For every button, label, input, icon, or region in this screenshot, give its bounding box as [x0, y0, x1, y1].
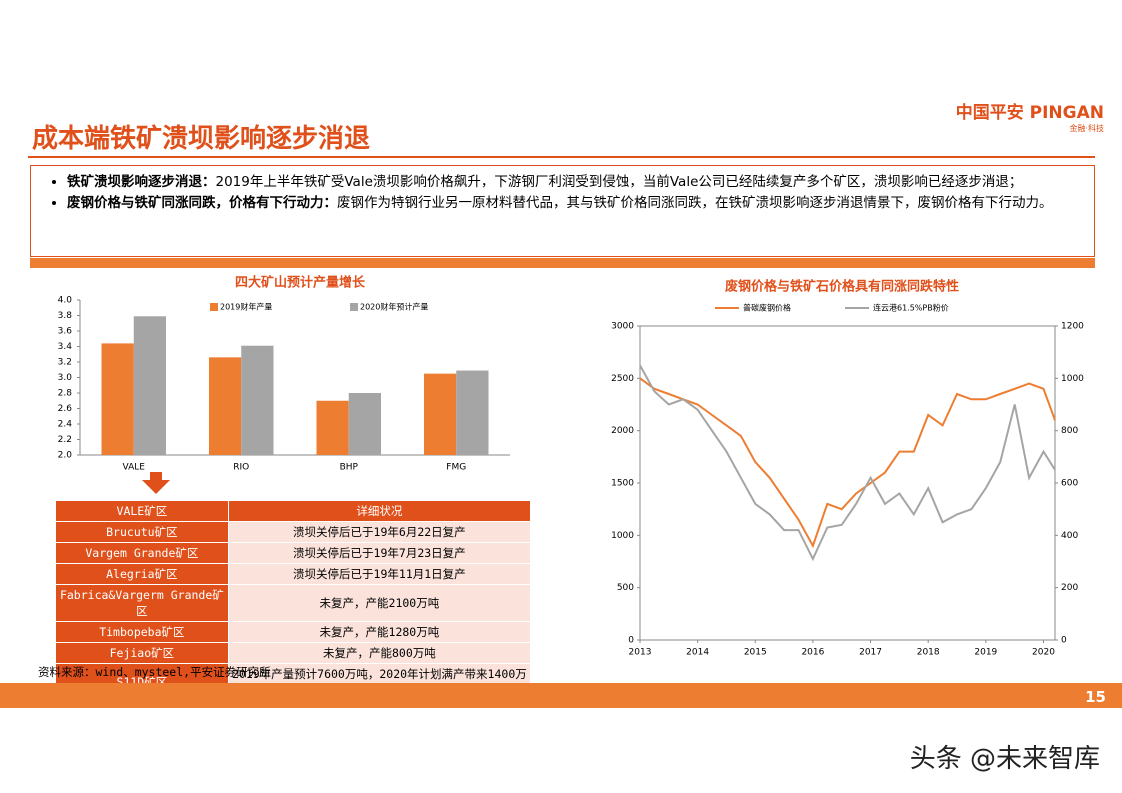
plot-frame [639, 325, 1056, 641]
line [639, 364, 1056, 562]
footer-band [0, 683, 1122, 708]
cell: 未复产，产能800万吨 [227, 642, 532, 664]
bar [241, 345, 274, 455]
y-tick-label: 3.4 [58, 342, 73, 352]
cell: Fabrica&Vargerm Grande矿区 [55, 584, 229, 622]
x-tick-label: 2020 [1032, 648, 1055, 658]
orange-band [30, 258, 1095, 268]
y-tick-label: 500 [617, 583, 634, 593]
header-row: VALE矿区 详细状况 [55, 500, 532, 522]
x-tick-label: BHP [340, 463, 359, 473]
y-tick-label: 2.4 [58, 420, 73, 430]
slide-title: 成本端铁矿溃坝影响逐步消退 [32, 124, 371, 154]
legend-label: 2020财年预计产量 [360, 302, 428, 312]
bullet-heading: 铁矿溃坝影响逐步消退： [67, 174, 216, 190]
title-underline [28, 156, 1095, 158]
y-tick-label: 4.0 [58, 296, 73, 306]
bar [316, 400, 349, 455]
row: Vargem Grande矿区 溃坝关停后已于19年7月23日复产 [55, 542, 532, 564]
cell: 溃坝关停后已于19年11月1日复产 [227, 563, 532, 585]
arrow [142, 472, 170, 494]
page-number: 15 [1085, 688, 1106, 706]
y-tick-label: 2.0 [58, 451, 73, 461]
y-tick-label: 2.8 [58, 389, 73, 399]
logo-name: 中国平安 PINGAN [955, 103, 1104, 123]
y-tick-label: 3.8 [58, 311, 73, 321]
header-cell: VALE矿区 [55, 500, 229, 522]
x-tick-label: 2013 [629, 648, 652, 658]
bullet-heading: 废钢价格与铁矿同涨同跌，价格有下行动力： [67, 195, 337, 211]
x-tick-label: VALE [123, 463, 146, 473]
bar [456, 370, 489, 455]
cell: Brucutu矿区 [55, 521, 229, 543]
logo: 中国平安 PINGAN 金融·科技 [956, 98, 1104, 134]
bullet-box: 铁矿溃坝影响逐步消退：2019年上半年铁矿受Vale溃坝影响价格飙升，下游钢厂利… [30, 165, 1095, 257]
y-tick-label: 3.2 [58, 358, 72, 368]
legend-label: 连云港61.5%PB粉价 [873, 303, 949, 313]
row: Brucutu矿区 溃坝关停后已于19年6月22日复产 [55, 521, 532, 543]
watermark: 头条 @未来智库 [909, 744, 1100, 774]
cell: 溃坝关停后已于19年6月22日复产 [227, 521, 532, 543]
y-tick-label: 2000 [611, 426, 634, 436]
y2-tick-label: 800 [1061, 426, 1078, 436]
cell: 未复产，产能1280万吨 [227, 621, 532, 643]
cell: 溃坝关停后已于19年7月23日复产 [227, 542, 532, 564]
source: 资料来源：wind、mysteel,平安证券研究所 [38, 665, 271, 679]
y-tick-label: 3.0 [58, 373, 73, 383]
row: Fejiao矿区 未复产，产能800万吨 [55, 642, 532, 664]
y2-tick-label: 400 [1061, 531, 1078, 541]
x-tick-label: RIO [233, 463, 249, 473]
cell: Timbopeba矿区 [55, 621, 229, 643]
header-cell: 详细状况 [227, 500, 532, 522]
x-tick-label: 2017 [859, 648, 882, 658]
chart-title: 废钢价格与铁矿石价格具有同涨同跌特性 [725, 279, 959, 295]
charts: 四大矿山预计产量增长 2.0 2.2 2.4 2.6 2.8 3.0 3.2 3.4 3.6 3.8… [58, 275, 1085, 658]
bullet-text: 2019年上半年铁矿受Vale溃坝影响价格飙升，下游钢厂利润受到侵蚀，当前Val… [215, 174, 1023, 190]
y-tick-label: 0 [628, 636, 634, 646]
y2-tick-label: 600 [1061, 479, 1078, 489]
y2-tick-label: 1000 [1061, 374, 1084, 384]
row: Timbopeba矿区 未复产，产能1280万吨 [55, 621, 532, 643]
legend-label: 2019财年产量 [220, 302, 272, 312]
x-tick-label: 2016 [801, 648, 824, 658]
y-tick-label: 3.6 [58, 327, 73, 337]
x-tick-label: 2018 [917, 648, 940, 658]
y-tick-label: 1000 [611, 531, 634, 541]
chart-title: 四大矿山预计产量增长 [235, 275, 366, 291]
bullet: 废钢价格与铁矿同涨同跌，价格有下行动力：废钢作为特钢行业另一原材料替代品，其与铁… [67, 193, 1080, 214]
x-tick-label: 2019 [974, 648, 997, 658]
x-tick-label: 2014 [686, 648, 709, 658]
y-tick-label: 1500 [611, 479, 634, 489]
y2-tick-label: 200 [1061, 583, 1078, 593]
y-tick-label: 2.2 [58, 435, 72, 445]
legend-swatch [210, 303, 218, 311]
x-tick-label: 2015 [744, 648, 767, 658]
row: Alegria矿区 溃坝关停后已于19年11月1日复产 [55, 563, 532, 585]
bar [209, 357, 242, 455]
legend-label: 普碳废钢价格 [743, 303, 791, 313]
bar [348, 393, 381, 455]
row: Fabrica&Vargerm Grande矿区 未复产，产能2100万吨 [55, 584, 532, 622]
cell: Alegria矿区 [55, 563, 229, 585]
y2-tick-label: 1200 [1061, 322, 1084, 332]
cell: Vargem Grande矿区 [55, 542, 229, 564]
line [639, 377, 1056, 549]
y-tick-label: 2500 [611, 374, 634, 384]
y-tick-label: 3000 [611, 322, 634, 332]
y2-tick-label: 0 [1061, 636, 1067, 646]
cell: Fejiao矿区 [55, 642, 229, 664]
legend-swatch [350, 303, 358, 311]
cell: 未复产，产能2100万吨 [227, 584, 532, 622]
bullet-text: 废钢作为特钢行业另一原材料替代品，其与铁矿价格同涨同跌，在铁矿溃坝影响逐步消退情… [337, 195, 1053, 211]
bar [424, 373, 457, 455]
bar [101, 343, 134, 455]
x-tick-label: FMG [446, 463, 466, 473]
y-tick-label: 2.6 [58, 404, 73, 414]
bullet: 铁矿溃坝影响逐步消退：2019年上半年铁矿受Vale溃坝影响价格飙升，下游钢厂利… [67, 172, 1080, 193]
bar [133, 316, 166, 455]
logo-tagline: 金融·科技 [1069, 124, 1104, 133]
